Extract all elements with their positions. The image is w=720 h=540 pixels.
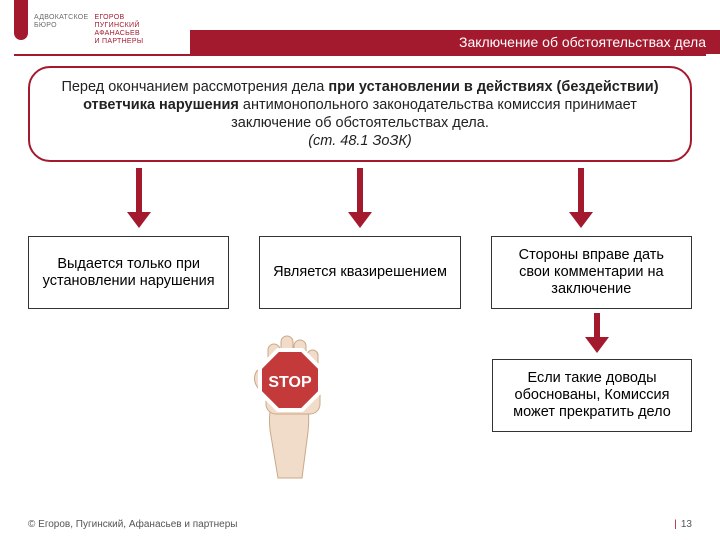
arrows-row-1 <box>28 168 692 232</box>
footer: © Егоров, Пугинский, Афанасьев и партнер… <box>28 519 692 530</box>
stop-hand-icon: STOP <box>228 310 348 485</box>
arrow-down-icon <box>129 168 149 232</box>
intro-citation: (ст. 48.1 ЗоЗК) <box>308 133 412 149</box>
stop-label: STOP <box>268 374 312 391</box>
page-number: |13 <box>674 519 692 530</box>
box-2: Является квазирешением <box>259 236 460 309</box>
logo-mark <box>14 0 28 40</box>
arrow-down-icon <box>350 168 370 232</box>
intro-part1: Перед окончанием рассмотрения дела <box>61 79 328 95</box>
boxes-row: Выдается только при установлении нарушен… <box>28 236 692 309</box>
arrows-row-2 <box>28 313 692 357</box>
arrow-down-icon <box>587 313 607 357</box>
intro-part2: антимонопольного законодательства комисс… <box>231 97 637 131</box>
box-4: Если такие доводы обоснованы, Комиссия м… <box>492 359 692 432</box>
box-3: Стороны вправе дать свои комментарии на … <box>491 236 692 309</box>
header-divider <box>14 54 706 56</box>
slide-title: Заключение об обстоятельствах дела <box>190 30 720 54</box>
copyright: © Егоров, Пугинский, Афанасьев и партнер… <box>28 519 237 530</box>
logo-text-left: АДВОКАТСКОЕ БЮРО <box>34 8 88 30</box>
logo: АДВОКАТСКОЕ БЮРО ЕГОРОВ ПУГИНСКИЙ АФАНАС… <box>14 8 143 46</box>
intro-box: Перед окончанием рассмотрения дела при у… <box>28 66 692 162</box>
logo-text-right: ЕГОРОВ ПУГИНСКИЙ АФАНАСЬЕВ И ПАРТНЕРЫ <box>94 8 143 46</box>
arrow-down-icon <box>571 168 591 232</box>
box-1: Выдается только при установлении нарушен… <box>28 236 229 309</box>
